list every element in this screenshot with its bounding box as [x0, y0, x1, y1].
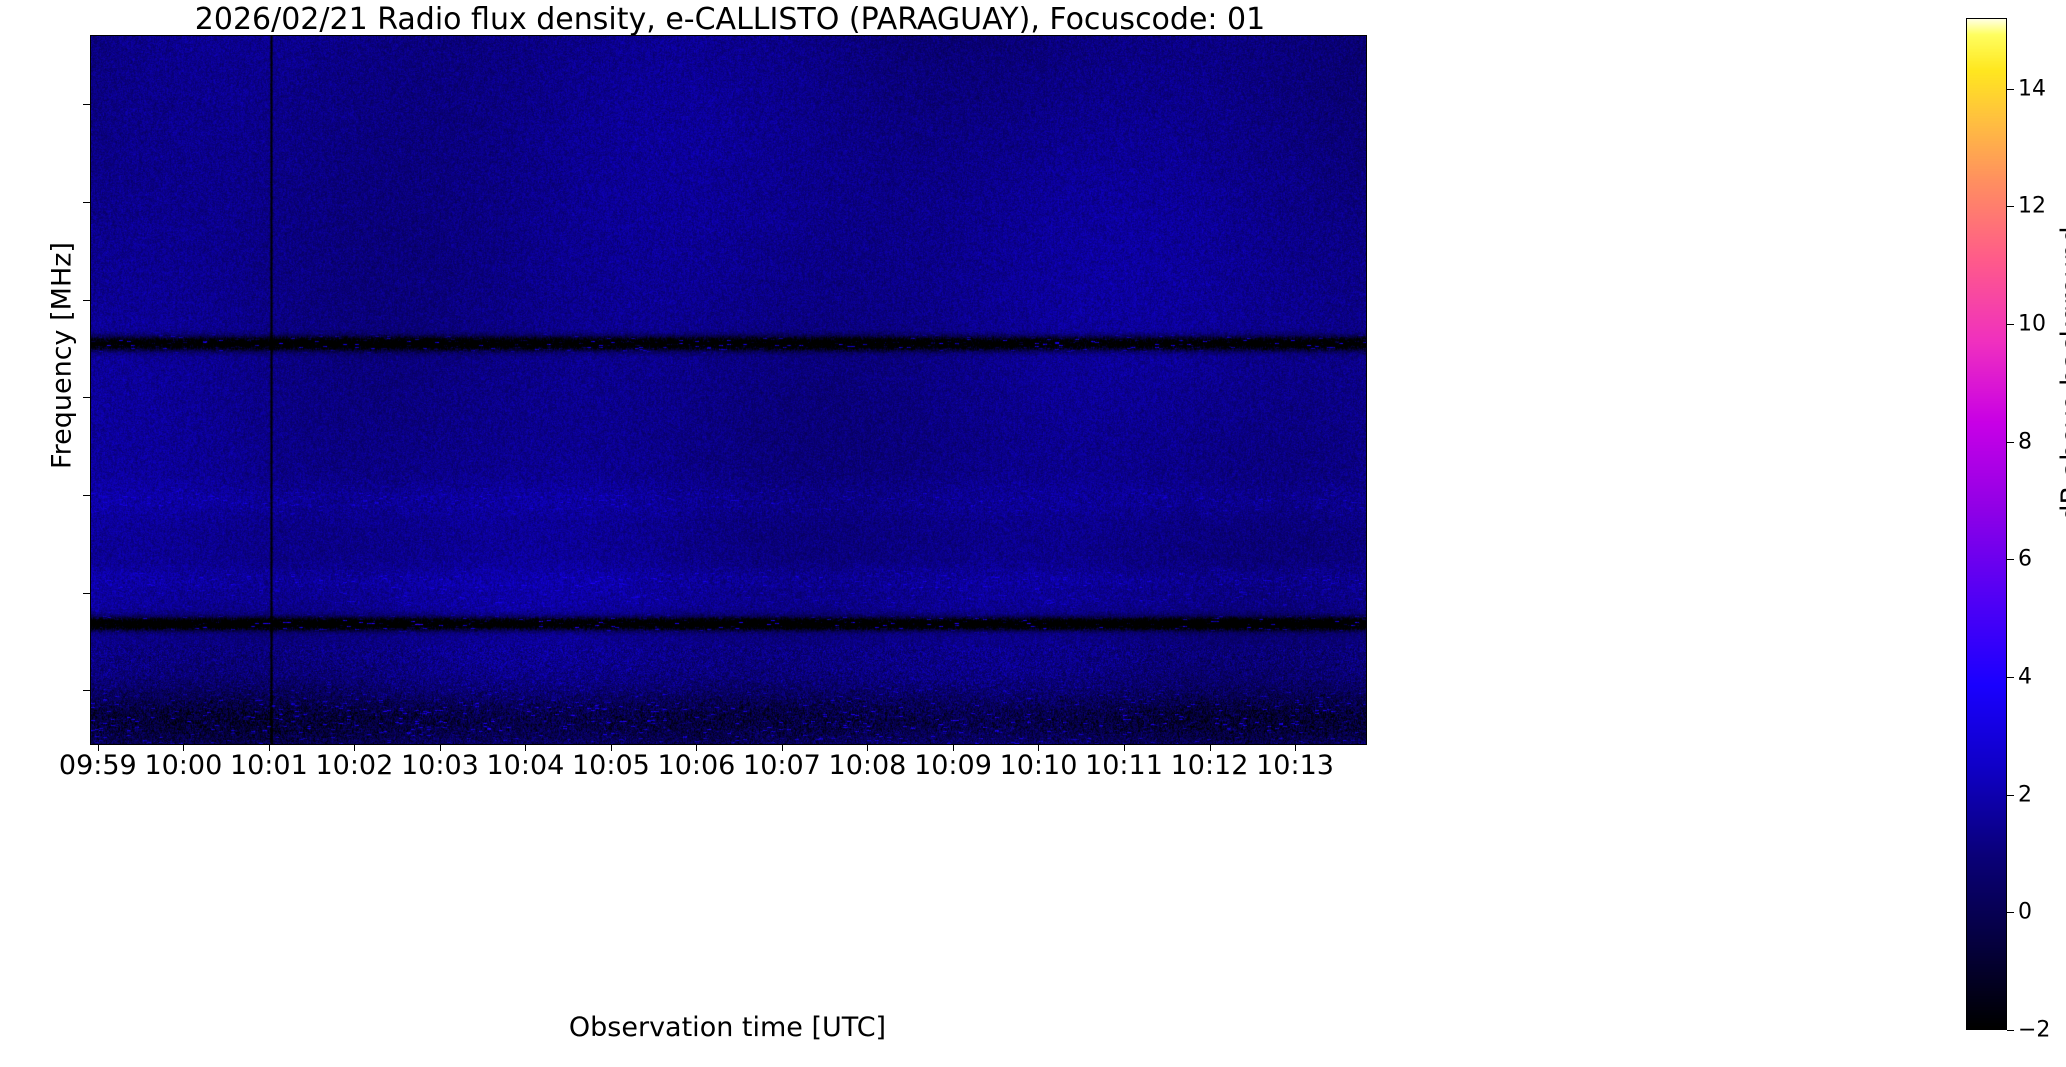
colorbar-tick-mark [2007, 323, 2014, 325]
colorbar-tick-label: 8 [2018, 429, 2032, 455]
y-axis-tick-mark [83, 690, 90, 692]
y-axis-label: Frequency [MHz] [46, 242, 78, 469]
x-axis-tick-label: 10:13 [1256, 750, 1334, 781]
x-axis-tick-mark [354, 744, 356, 751]
x-axis-tick-label: 10:10 [999, 750, 1078, 781]
x-axis-tick-mark [1295, 744, 1297, 751]
x-axis-tick-mark [1209, 744, 1211, 751]
x-axis-tick-label: 10:12 [1170, 750, 1249, 781]
x-axis-tick-label: 10:08 [828, 750, 907, 781]
colorbar-tick-mark [2007, 441, 2014, 443]
colorbar-tick-label: 10 [2018, 311, 2046, 337]
colorbar-tick-label: 14 [2018, 76, 2046, 102]
colorbar-tick-mark [2007, 912, 2014, 914]
colorbar[interactable]: −2 0 2 4 6 8 10 12 14 [1966, 18, 2050, 1043]
y-axis-tick-mark [83, 592, 90, 594]
spectrogram-axes[interactable] [90, 35, 1367, 745]
colorbar-tick-label: 12 [2018, 193, 2046, 219]
x-axis-label: Observation time [UTC] [568, 1012, 887, 1043]
colorbar-tick-mark [2007, 88, 2014, 90]
x-axis-tick-mark [268, 744, 270, 751]
x-axis-tick-mark [525, 744, 527, 751]
x-axis-tick-label: 10:11 [1085, 750, 1163, 781]
x-axis-tick-mark [97, 744, 99, 751]
x-axis-tick-mark [781, 744, 783, 751]
colorbar-tick-label: 2 [2018, 782, 2032, 808]
x-axis-tick-mark [1038, 744, 1040, 751]
x-axis-tick-label: 10:05 [572, 750, 650, 781]
x-axis-tick-label: 09:59 [58, 750, 137, 781]
colorbar-tick-label: −2 [2018, 1017, 2051, 1043]
y-axis-tick-mark [83, 202, 90, 203]
colorbar-tick-mark [2007, 206, 2014, 208]
x-axis-tick-mark [696, 744, 698, 751]
x-axis-tick-label: 10:03 [400, 750, 479, 781]
x-axis-tick-label: 10:09 [914, 750, 992, 781]
colorbar-label: dB above background [2056, 226, 2066, 522]
y-axis-tick-mark [83, 494, 90, 496]
x-axis-tick-mark [952, 744, 954, 751]
y-axis-tick-mark [83, 299, 90, 301]
x-axis-tick-label: 10:07 [743, 750, 821, 781]
colorbar-tick-mark [2007, 676, 2014, 678]
colorbar-gradient [1966, 18, 2007, 1030]
colorbar-tick-label: 4 [2018, 664, 2032, 690]
x-axis-tick-label: 10:04 [486, 750, 565, 781]
y-axis-tick-mark [83, 397, 90, 399]
y-axis-tick-mark [83, 104, 90, 106]
x-axis-tick-mark [867, 744, 869, 751]
x-axis-tick-mark [1123, 744, 1125, 751]
x-axis-tick-label: 10:01 [229, 750, 308, 781]
x-axis-tick-mark [610, 744, 612, 751]
x-axis-tick-label: 10:06 [657, 750, 736, 781]
colorbar-tick-mark [2007, 1030, 2014, 1031]
colorbar-tick-mark [2007, 794, 2014, 796]
colorbar-tick-label: 0 [2018, 899, 2032, 925]
x-axis-tick-mark [183, 744, 185, 751]
spectrogram-heatmap[interactable] [91, 36, 1366, 744]
page-title: 2026/02/21 Radio flux density, e-CALLIST… [194, 2, 1266, 37]
colorbar-tick-label: 6 [2018, 546, 2032, 572]
colorbar-tick-mark [2007, 559, 2014, 561]
x-axis-tick-label: 10:02 [315, 750, 394, 781]
x-axis-tick-label: 10:00 [144, 750, 223, 781]
x-axis-tick-mark [439, 744, 441, 751]
